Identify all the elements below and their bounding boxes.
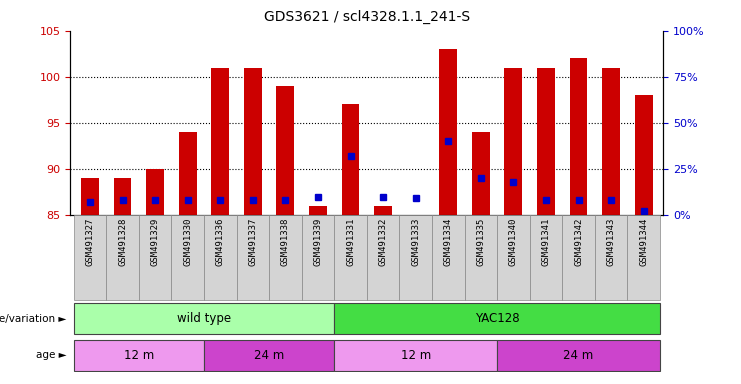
Bar xyxy=(113,178,131,215)
Bar xyxy=(602,68,620,215)
Text: 24 m: 24 m xyxy=(254,349,285,362)
Bar xyxy=(367,215,399,300)
Bar xyxy=(73,215,106,300)
Bar xyxy=(497,215,530,300)
Bar xyxy=(334,303,660,334)
Bar xyxy=(374,206,392,215)
Text: GSM491329: GSM491329 xyxy=(150,218,159,266)
Text: GSM491332: GSM491332 xyxy=(379,218,388,266)
Bar xyxy=(179,132,196,215)
Text: GSM491338: GSM491338 xyxy=(281,218,290,266)
Bar xyxy=(505,68,522,215)
Text: GSM491328: GSM491328 xyxy=(118,218,127,266)
Text: GSM491327: GSM491327 xyxy=(85,218,94,266)
Bar xyxy=(465,215,497,300)
Text: GSM491342: GSM491342 xyxy=(574,218,583,266)
Text: GSM491333: GSM491333 xyxy=(411,218,420,266)
Bar xyxy=(211,68,229,215)
Bar xyxy=(73,303,334,334)
Bar xyxy=(432,215,465,300)
Bar xyxy=(530,215,562,300)
Bar xyxy=(562,215,595,300)
Text: GSM491334: GSM491334 xyxy=(444,218,453,266)
Text: GSM491339: GSM491339 xyxy=(313,218,322,266)
Text: GSM491341: GSM491341 xyxy=(542,218,551,266)
Bar xyxy=(399,215,432,300)
Bar xyxy=(276,86,294,215)
Bar xyxy=(244,68,262,215)
Bar xyxy=(204,215,236,300)
Bar xyxy=(439,49,457,215)
Bar xyxy=(204,339,334,371)
Bar xyxy=(342,104,359,215)
Text: age ►: age ► xyxy=(36,350,67,360)
Text: 12 m: 12 m xyxy=(124,349,154,362)
Bar xyxy=(106,215,139,300)
Bar xyxy=(236,215,269,300)
Bar xyxy=(628,215,660,300)
Text: genotype/variation ►: genotype/variation ► xyxy=(0,314,67,324)
Text: GSM491340: GSM491340 xyxy=(509,218,518,266)
Text: 12 m: 12 m xyxy=(401,349,431,362)
Bar xyxy=(537,68,555,215)
Text: GSM491344: GSM491344 xyxy=(639,218,648,266)
Text: wild type: wild type xyxy=(177,312,231,325)
Text: GDS3621 / scl4328.1.1_241-S: GDS3621 / scl4328.1.1_241-S xyxy=(264,10,470,24)
Bar xyxy=(302,215,334,300)
Bar xyxy=(73,339,204,371)
Bar xyxy=(595,215,628,300)
Bar xyxy=(171,215,204,300)
Text: GSM491337: GSM491337 xyxy=(248,218,257,266)
Text: 24 m: 24 m xyxy=(563,349,594,362)
Bar xyxy=(334,339,497,371)
Text: GSM491330: GSM491330 xyxy=(183,218,192,266)
Text: GSM491331: GSM491331 xyxy=(346,218,355,266)
Bar xyxy=(139,215,171,300)
Bar xyxy=(81,178,99,215)
Text: GSM491343: GSM491343 xyxy=(607,218,616,266)
Bar xyxy=(635,95,653,215)
Bar xyxy=(334,215,367,300)
Text: GSM491335: GSM491335 xyxy=(476,218,485,266)
Bar xyxy=(146,169,164,215)
Bar xyxy=(497,339,660,371)
Text: GSM491336: GSM491336 xyxy=(216,218,225,266)
Bar xyxy=(269,215,302,300)
Bar xyxy=(472,132,490,215)
Bar xyxy=(570,58,588,215)
Bar xyxy=(309,206,327,215)
Text: YAC128: YAC128 xyxy=(475,312,519,325)
